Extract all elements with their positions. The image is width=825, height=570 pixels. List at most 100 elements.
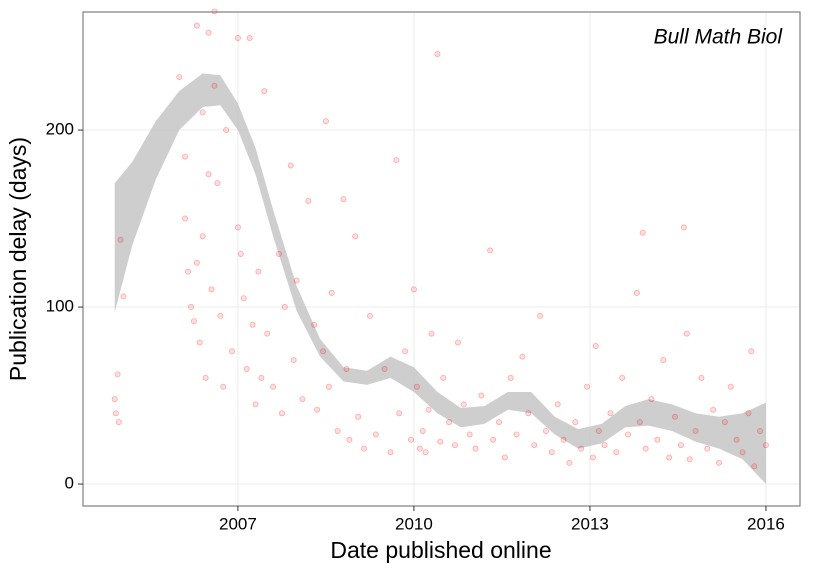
point	[419, 427, 426, 434]
point	[234, 35, 241, 42]
point	[229, 348, 236, 355]
point	[578, 445, 585, 452]
panel-border	[82, 11, 801, 507]
point	[554, 401, 561, 408]
point	[751, 463, 758, 470]
annotation: Bull Math Biol	[654, 26, 784, 49]
point	[496, 419, 503, 426]
point	[648, 396, 655, 403]
point	[402, 348, 409, 355]
point	[683, 330, 690, 337]
point	[112, 410, 119, 417]
point	[613, 449, 620, 456]
point	[290, 357, 297, 364]
point	[190, 318, 197, 325]
point	[589, 454, 596, 461]
marks	[111, 8, 769, 485]
point	[446, 419, 453, 426]
point	[328, 289, 335, 296]
point	[566, 459, 573, 466]
point	[275, 250, 282, 257]
point	[654, 436, 661, 443]
point	[519, 353, 526, 360]
point	[237, 250, 244, 257]
point	[299, 396, 306, 403]
point	[416, 445, 423, 452]
point	[633, 289, 640, 296]
x-axis-title: Date published online	[330, 537, 551, 563]
point	[270, 383, 277, 390]
point	[185, 268, 192, 275]
point	[278, 410, 285, 417]
point	[748, 348, 755, 355]
point	[686, 456, 693, 463]
point	[352, 233, 359, 240]
point	[340, 196, 347, 203]
point	[234, 224, 241, 231]
point	[413, 383, 420, 390]
point	[698, 374, 705, 381]
point	[193, 259, 200, 266]
point	[642, 445, 649, 452]
point	[311, 321, 318, 328]
point	[287, 162, 294, 169]
point	[572, 419, 579, 426]
point	[393, 157, 400, 164]
point	[721, 419, 728, 426]
point	[704, 445, 711, 452]
point	[625, 431, 632, 438]
point	[410, 286, 417, 293]
point	[680, 224, 687, 231]
point	[548, 449, 555, 456]
point	[111, 396, 118, 403]
point	[727, 383, 734, 390]
point	[531, 442, 538, 449]
point	[261, 88, 268, 95]
point	[639, 229, 646, 236]
point	[666, 454, 673, 461]
point	[252, 401, 259, 408]
point	[205, 29, 212, 36]
grid	[83, 12, 800, 506]
point	[343, 366, 350, 373]
smooth-band	[114, 73, 766, 485]
point	[434, 50, 441, 57]
point	[361, 445, 368, 452]
point	[319, 348, 326, 355]
point	[249, 321, 256, 328]
point	[223, 127, 230, 134]
point	[117, 236, 124, 243]
point	[115, 419, 122, 426]
point	[478, 392, 485, 399]
point	[182, 215, 189, 222]
point	[214, 180, 221, 187]
point	[372, 431, 379, 438]
point	[196, 339, 203, 346]
point	[716, 459, 723, 466]
point	[757, 427, 764, 434]
point	[246, 35, 253, 42]
point	[636, 419, 643, 426]
point	[396, 410, 403, 417]
point	[293, 277, 300, 284]
point	[202, 374, 209, 381]
point	[560, 436, 567, 443]
x-tick-label: 2016	[747, 514, 785, 533]
point	[466, 431, 473, 438]
point	[334, 427, 341, 434]
point	[305, 197, 312, 204]
point	[243, 366, 250, 373]
point	[745, 410, 752, 417]
point	[422, 449, 429, 456]
point	[607, 410, 614, 417]
point	[692, 427, 699, 434]
axes: 2007 2010 2013 2016 0 100 200	[46, 120, 785, 534]
point	[258, 374, 265, 381]
point	[176, 73, 183, 80]
point	[199, 233, 206, 240]
point	[584, 383, 591, 390]
point	[525, 410, 532, 417]
point	[601, 442, 608, 449]
point	[490, 436, 497, 443]
